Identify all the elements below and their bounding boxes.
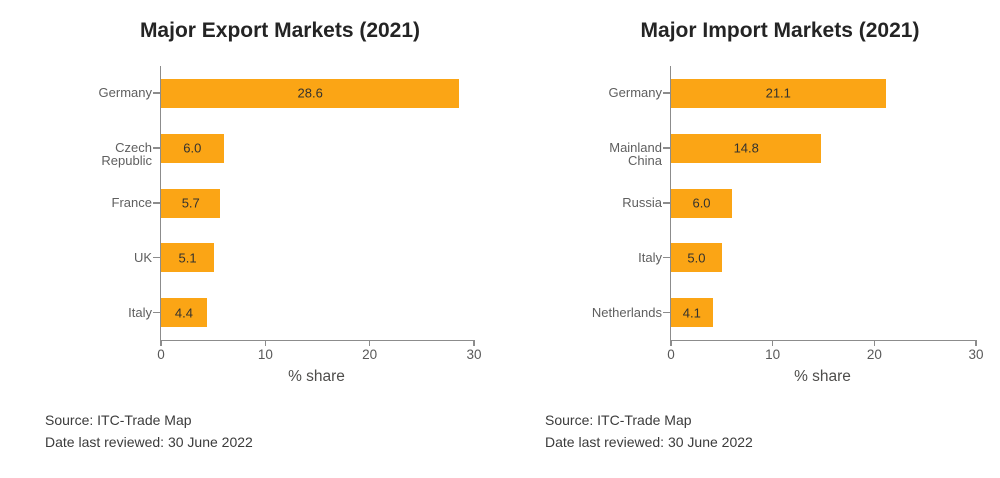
category-label: Germany <box>98 85 152 101</box>
plot-area: 28.6 Germany 6.0 Czech Republic 5.7 France 5.1… <box>99 66 482 362</box>
category-label: Italy <box>638 249 662 265</box>
bar <box>161 78 460 108</box>
category-label: Czech Republic <box>101 140 152 169</box>
chart-title: Major Export Markets (2021) <box>139 19 421 43</box>
x-tick <box>670 340 672 346</box>
date-reviewed-note: Date last reviewed: 30 June 2022 <box>45 434 253 450</box>
y-tick <box>152 202 160 204</box>
x-tick-label: 0 <box>667 347 675 362</box>
bar <box>671 78 886 108</box>
y-tick <box>152 147 160 149</box>
category-label: Netherlands <box>591 304 662 320</box>
x-tick-label: 20 <box>362 347 378 362</box>
bar-value-label: 4.4 <box>174 305 193 321</box>
bar-value-label: 5.7 <box>181 195 200 211</box>
x-tick-label: 10 <box>257 347 273 362</box>
x-tick-label: 30 <box>466 347 482 362</box>
category-label: Italy <box>128 304 152 320</box>
x-tick-label: 10 <box>765 347 781 362</box>
x-tick-label: 0 <box>157 347 165 362</box>
y-tick <box>662 311 670 314</box>
bar <box>161 298 207 328</box>
bar <box>671 133 822 163</box>
bar <box>161 243 215 273</box>
bar <box>671 188 732 218</box>
x-tick <box>160 340 162 346</box>
y-tick <box>152 92 160 94</box>
bar <box>671 243 722 273</box>
category-label: Russia <box>622 195 662 210</box>
x-tick-label: 20 <box>866 347 882 362</box>
bar-value-label: 28.6 <box>297 85 323 101</box>
bar-value-label: 6.0 <box>183 140 202 156</box>
bar <box>161 133 224 163</box>
plot-area: 21.1 Germany 14.8 Mainland China 6.0 Russia 5.… <box>592 66 984 362</box>
x-tick <box>264 340 267 346</box>
bar-value-label: 4.1 <box>682 305 701 321</box>
x-axis-label: % share <box>288 368 345 385</box>
y-tick <box>152 256 160 259</box>
x-tick <box>368 340 371 346</box>
x-tick <box>873 340 876 346</box>
bar <box>161 188 221 218</box>
category-label: Germany <box>608 85 662 101</box>
bar-value-label: 5.0 <box>687 250 706 266</box>
source-note: Source: ITC-Trade Map <box>545 412 692 428</box>
bar-value-label: 14.8 <box>733 140 759 156</box>
y-tick <box>662 256 670 259</box>
source-note: Source: ITC-Trade Map <box>45 412 192 428</box>
category-label: Mainland China <box>609 140 662 169</box>
date-reviewed-note: Date last reviewed: 30 June 2022 <box>545 434 753 450</box>
y-tick <box>152 311 160 314</box>
bar-value-label: 21.1 <box>765 85 791 101</box>
y-tick <box>662 147 670 149</box>
x-tick <box>975 340 977 346</box>
category-label: UK <box>133 249 152 265</box>
import-markets-chart: Major Import Markets (2021) 21.1 Germany 1… <box>500 0 1000 478</box>
x-tick <box>771 340 774 346</box>
bar <box>671 298 713 328</box>
category-label: France <box>111 195 152 210</box>
x-axis-label: % share <box>794 368 851 385</box>
y-tick <box>662 92 670 94</box>
x-tick-label: 30 <box>968 347 984 362</box>
bar-value-label: 5.1 <box>178 250 197 266</box>
export-markets-chart: Major Export Markets (2021) 28.6 Germany 6… <box>45 19 482 450</box>
bar-value-label: 6.0 <box>692 195 711 211</box>
x-tick <box>473 340 475 346</box>
chart-title: Major Import Markets (2021) <box>640 19 920 43</box>
y-tick <box>662 202 670 204</box>
